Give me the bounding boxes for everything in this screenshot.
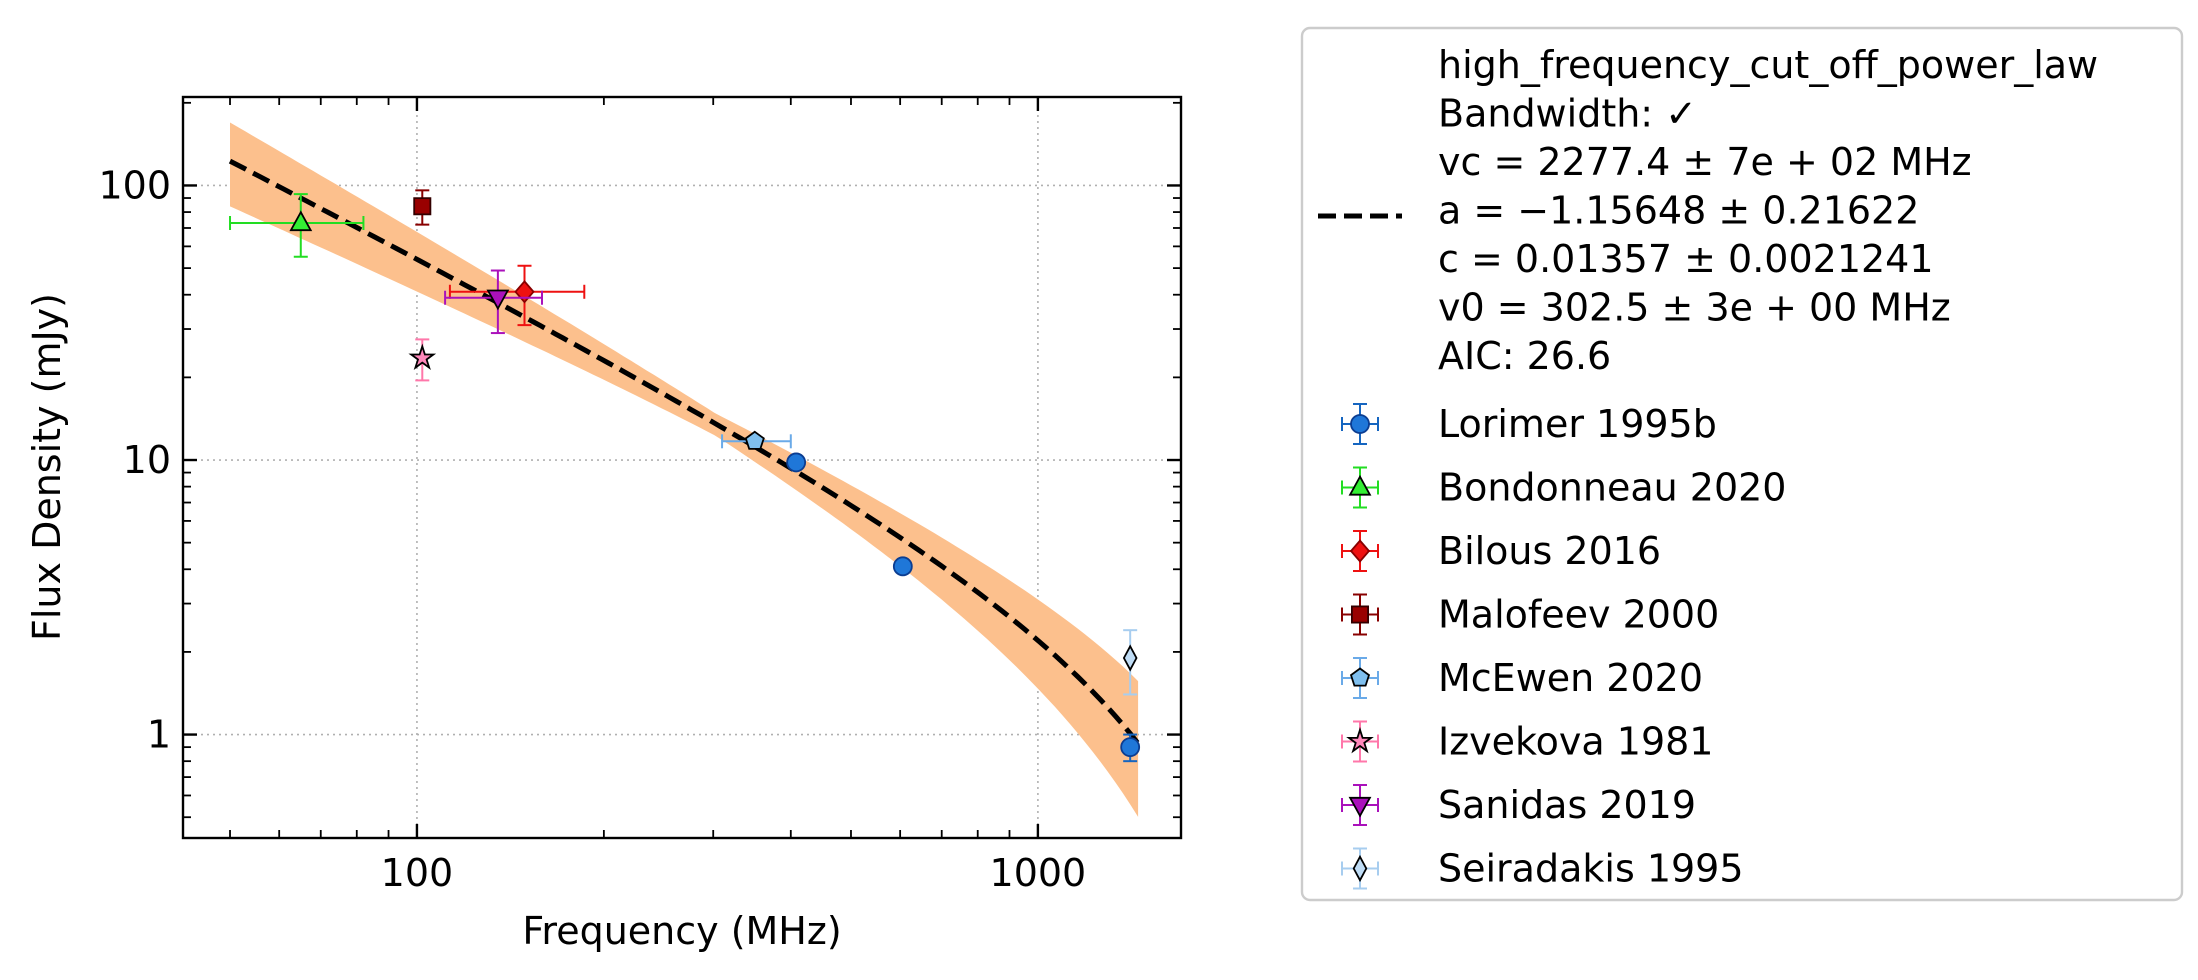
legend-entry-6: Sanidas 2019 <box>1341 783 1696 827</box>
legend-fit-line: AIC: 26.6 <box>1438 334 1611 378</box>
data-point <box>786 452 807 473</box>
tick-labels: 100 1000 1 10 100 <box>98 163 1086 895</box>
data-point <box>486 289 510 311</box>
legend-fit-line: Bandwidth: ✓ <box>1438 92 1697 136</box>
grid <box>183 97 1181 838</box>
x-tick-label: 100 <box>381 851 454 895</box>
legend-marker <box>1349 539 1371 563</box>
fit-line <box>228 158 1141 746</box>
legend-series-entries: Lorimer 1995b Bondonneau 2020 Bilous 2016 M… <box>1341 402 1786 891</box>
x-axis-label: Frequency (MHz) <box>522 909 841 953</box>
legend-label: Seiradakis 1995 <box>1438 847 1744 891</box>
plot-frame <box>181 95 1183 840</box>
data-point <box>408 343 437 370</box>
legend-entry-5: Izvekova 1981 <box>1341 720 1713 764</box>
legend-fit-line: c = 0.01357 ± 0.0021241 <box>1438 237 1934 281</box>
data-point <box>1120 737 1141 758</box>
legend-entry-3: Malofeev 2000 <box>1341 593 1719 637</box>
legend-fit-line: v0 = 302.5 ± 3e + 00 MHz <box>1438 286 1951 330</box>
legend-marker <box>1348 796 1372 818</box>
legend-marker <box>1352 854 1368 883</box>
axis-ticks <box>183 97 1181 838</box>
legend-marker <box>1348 474 1372 496</box>
legend-marker <box>1346 726 1374 754</box>
legend-entry-4: McEwen 2020 <box>1341 656 1703 700</box>
y-tick-label: 1 <box>147 713 171 757</box>
legend-label: Izvekova 1981 <box>1438 720 1713 764</box>
legend-label: Malofeev 2000 <box>1438 593 1719 637</box>
legend-entry-1: Bondonneau 2020 <box>1341 466 1786 510</box>
legend-fit-line: high_frequency_cut_off_power_law <box>1438 43 2098 87</box>
data-point <box>1122 644 1138 672</box>
legend-fit-entry: high_frequency_cut_off_power_law Bandwidt… <box>1318 43 2098 378</box>
y-tick-label: 10 <box>123 438 171 482</box>
legend-label: Lorimer 1995b <box>1438 402 1717 446</box>
fit-line-layer <box>228 158 1141 746</box>
legend-marker <box>1351 605 1370 624</box>
legend-label: Bondonneau 2020 <box>1438 466 1786 510</box>
series-6 <box>444 269 544 335</box>
fit-band-layer <box>230 122 1139 817</box>
y-axis-label: Flux Density (mJy) <box>25 293 69 641</box>
data-points <box>229 189 1141 763</box>
series-7 <box>1122 629 1138 696</box>
legend-frame <box>1300 26 2184 902</box>
series-0 <box>786 452 1141 763</box>
legend-entry-2: Bilous 2016 <box>1341 529 1661 573</box>
data-point <box>289 210 313 232</box>
legend-marker <box>1349 667 1371 687</box>
legend-entry-7: Seiradakis 1995 <box>1341 847 1744 891</box>
series-5 <box>408 338 437 382</box>
series-1 <box>229 193 365 258</box>
legend-fit-line: vc = 2277.4 ± 7e + 02 MHz <box>1438 140 1972 184</box>
data-point <box>413 197 432 216</box>
series-3 <box>413 189 432 226</box>
legend-label: Bilous 2016 <box>1438 529 1661 573</box>
legend-label: Sanidas 2019 <box>1438 783 1696 827</box>
x-tick-label: 1000 <box>990 851 1087 895</box>
series-4 <box>721 430 792 450</box>
legend-fit-line: a = −1.15648 ± 0.21622 <box>1438 189 1919 233</box>
data-point <box>744 430 765 450</box>
legend-label: McEwen 2020 <box>1438 656 1703 700</box>
legend-marker <box>1350 414 1370 434</box>
data-point <box>892 556 913 577</box>
legend: high_frequency_cut_off_power_law Bandwidt… <box>1300 26 2184 902</box>
y-tick-label: 100 <box>98 163 171 207</box>
legend-entry-0: Lorimer 1995b <box>1341 402 1717 446</box>
fit-uncertainty-band <box>230 122 1139 817</box>
